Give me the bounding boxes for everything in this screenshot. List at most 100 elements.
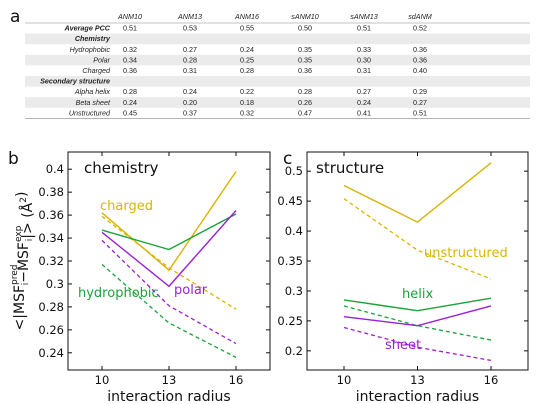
table-row-label: Chemistry (75, 34, 111, 43)
x-tick-label: 10 (337, 373, 352, 387)
table-cell: 0.32 (123, 45, 137, 54)
y-axis-title-part: ) (14, 192, 30, 197)
table-cell: 0.24 (240, 45, 254, 54)
y-tick-label: 0.24 (38, 346, 64, 360)
series-label-charged: charged (100, 199, 153, 214)
chart-title: chemistry (84, 159, 159, 177)
x-tick-label: 10 (95, 373, 110, 387)
series-label-helix: helix (402, 287, 433, 302)
table-cell: 0.37 (183, 108, 197, 117)
table-cell: 0.28 (240, 66, 254, 75)
series-line-dashed-helix (343, 305, 492, 341)
table-cell: 0.28 (298, 87, 312, 96)
series-label-hydrophobic: hydrophobic (78, 286, 159, 301)
y-tick-label: 0.26 (38, 323, 64, 337)
table-cell: 0.28 (123, 87, 137, 96)
table-column-header: sANM10 (291, 12, 319, 21)
table-cell: 0.40 (413, 66, 427, 75)
series-line-solid-polar (101, 210, 237, 288)
table-row-label: Unstructured (69, 108, 111, 117)
plot-frame (67, 151, 271, 371)
table-cell: 0.27 (357, 87, 371, 96)
table-cell: 0.47 (298, 108, 312, 117)
y-tick-label: 0.28 (38, 300, 64, 314)
table-row-label: Charged (82, 66, 111, 75)
table-cell: 0.36 (413, 55, 427, 64)
y-tick-label: 0.45 (277, 194, 303, 208)
table-cell: 0.41 (357, 108, 371, 117)
table-cell: 0.32 (240, 108, 254, 117)
x-tick-label: 13 (162, 373, 177, 387)
table-row-shade (25, 33, 530, 45)
panel-label-c: c (283, 149, 292, 169)
table-cell: 0.51 (357, 24, 371, 33)
table-cell: 0.29 (413, 87, 427, 96)
y-axis-title-sup: pred (10, 265, 20, 285)
x-axis-title: interaction radius (356, 389, 479, 404)
x-tick-label: 16 (229, 373, 244, 387)
table-row-label: Hydrophobic (70, 45, 111, 54)
table-column-header: ANM13 (177, 12, 202, 21)
table-row-shade (25, 97, 530, 108)
x-tick-label: 16 (484, 373, 499, 387)
y-tick-label: 0.36 (38, 208, 64, 222)
table-cell: 0.27 (183, 45, 197, 54)
table-cell: 0.25 (240, 55, 254, 64)
chart-title: structure (316, 159, 384, 177)
series-line-dashed-charged (101, 215, 237, 310)
table-cell: 0.33 (357, 45, 371, 54)
table-row-shade (25, 76, 530, 87)
series-line-dashed-hydrophobic (101, 263, 237, 358)
chart-structure: 0.2 0.25 0.3 0.35 0.4 0.45 0.5 10 13 16 interactio… (277, 151, 529, 404)
table-row-label: Alpha helix (74, 87, 111, 96)
series-line-solid-hydrophobic (101, 213, 237, 251)
table-row-label: Secondary structure (40, 77, 110, 86)
table-cell: 0.20 (183, 98, 197, 107)
y-tick-label: 0.4 (285, 224, 303, 238)
table-cell: 0.36 (413, 45, 427, 54)
series-line-solid-helix (343, 297, 492, 312)
table-cell: 0.35 (298, 55, 312, 64)
table-cell: 0.28 (183, 55, 197, 64)
y-axis-title: <|MSFpredi−MSFexpi|> (Å2) (10, 192, 36, 331)
series-line-dashed-unstructured (343, 198, 492, 280)
y-tick-label: 0.32 (38, 254, 64, 268)
pcc-table: ANM10 ANM13 ANM16 sANM10 sANM13 sdANM Average … (25, 12, 530, 119)
y-tick-label: 0.35 (277, 254, 303, 268)
y-tick-label: 0.3 (285, 284, 303, 298)
table-cell: 0.35 (298, 45, 312, 54)
table-cell: 0.36 (123, 66, 137, 75)
y-axis-title-part: <|MSF (12, 285, 28, 330)
panel-label-b: b (8, 149, 19, 169)
table-cell: 0.52 (413, 24, 427, 33)
y-axis-title-part: −MSF (16, 242, 32, 283)
y-tick-label: 0.5 (285, 164, 303, 178)
series-label-polar: polar (174, 283, 208, 298)
x-axis-title: interaction radius (107, 389, 230, 404)
y-tick-label: 0.25 (277, 314, 303, 328)
table-cell: 0.27 (413, 98, 427, 107)
y-axis-title-sub: i (25, 239, 35, 242)
table-cell: 0.22 (240, 87, 254, 96)
table-cell: 0.24 (123, 98, 137, 107)
table-cell: 0.55 (240, 24, 254, 33)
series-line-dashed-polar (101, 239, 237, 345)
chart-chemistry: 0.24 0.26 0.28 0.3 0.32 0.34 0.36 0.38 0.4 10 13 16… (10, 151, 271, 404)
y-tick-label: 0.2 (285, 344, 303, 358)
table-cell: 0.34 (123, 55, 137, 64)
table-cell: 0.24 (357, 98, 371, 107)
series-line-solid-charged (101, 171, 237, 272)
table-row-label: Polar (93, 55, 110, 64)
panel-label-a: a (10, 7, 20, 27)
y-axis-title-part: |> (Å (19, 202, 36, 238)
y-axis-title-sup: exp (14, 225, 24, 242)
table-column-header: sdANM (408, 12, 432, 21)
series-label-unstructured: unstructured (424, 246, 508, 261)
table-row-label: Average PCC (63, 24, 110, 33)
y-tick-label: 0.34 (38, 231, 64, 245)
table-row-shade (25, 54, 530, 66)
table-cell: 0.36 (298, 66, 312, 75)
table-cell: 0.45 (123, 108, 137, 117)
table-cell: 0.50 (298, 24, 312, 33)
table-column-header: sANM13 (350, 12, 378, 21)
